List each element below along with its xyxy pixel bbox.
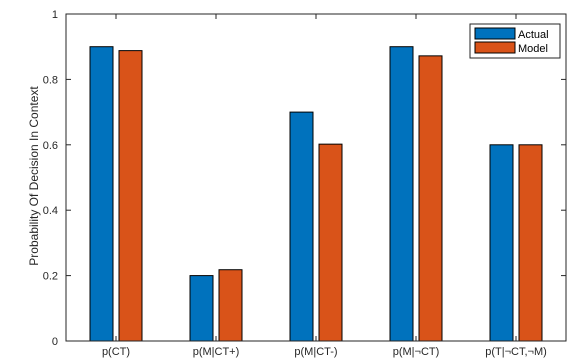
- y-tick-label: 0.4: [43, 205, 58, 217]
- legend-label-actual: Actual: [518, 29, 549, 41]
- legend: Actual Model: [469, 23, 561, 59]
- x-tick-label: p(M|CT-): [294, 346, 337, 358]
- bar-model: [118, 50, 143, 342]
- y-tick-label: 1: [52, 9, 58, 21]
- bar-model: [418, 55, 443, 342]
- y-tick-label: 0: [52, 336, 58, 348]
- bars-layer: [89, 46, 543, 342]
- y-tick-label: 0.6: [43, 140, 58, 152]
- y-axis-title: Probability Of Decision In Context: [27, 86, 41, 266]
- legend-swatch-model: [474, 41, 516, 54]
- bar-actual: [289, 111, 314, 342]
- legend-label-model: Model: [518, 43, 548, 55]
- bar-actual: [389, 46, 414, 342]
- y-tick-label: 0.8: [43, 74, 58, 86]
- y-tick-label: 0.2: [43, 271, 58, 283]
- bar-actual: [189, 275, 214, 342]
- axes-layer: 0 0.2 0.4 0.6 0.8 1 p(CT) p(M|CT+) p(M|CT-) p(M|¬…: [43, 9, 567, 358]
- bar-model: [218, 269, 243, 342]
- x-tick-label: p(CT): [102, 346, 130, 358]
- legend-swatch-actual: [474, 27, 516, 40]
- x-tick-label: p(M|CT+): [193, 346, 240, 358]
- bar-model: [518, 144, 543, 342]
- bar-actual: [489, 144, 514, 342]
- x-tick-label: p(M|¬CT): [393, 346, 440, 358]
- x-tick-label: p(T|¬CT,¬M): [485, 346, 547, 358]
- bar-model: [318, 143, 343, 342]
- bar-actual: [89, 46, 114, 342]
